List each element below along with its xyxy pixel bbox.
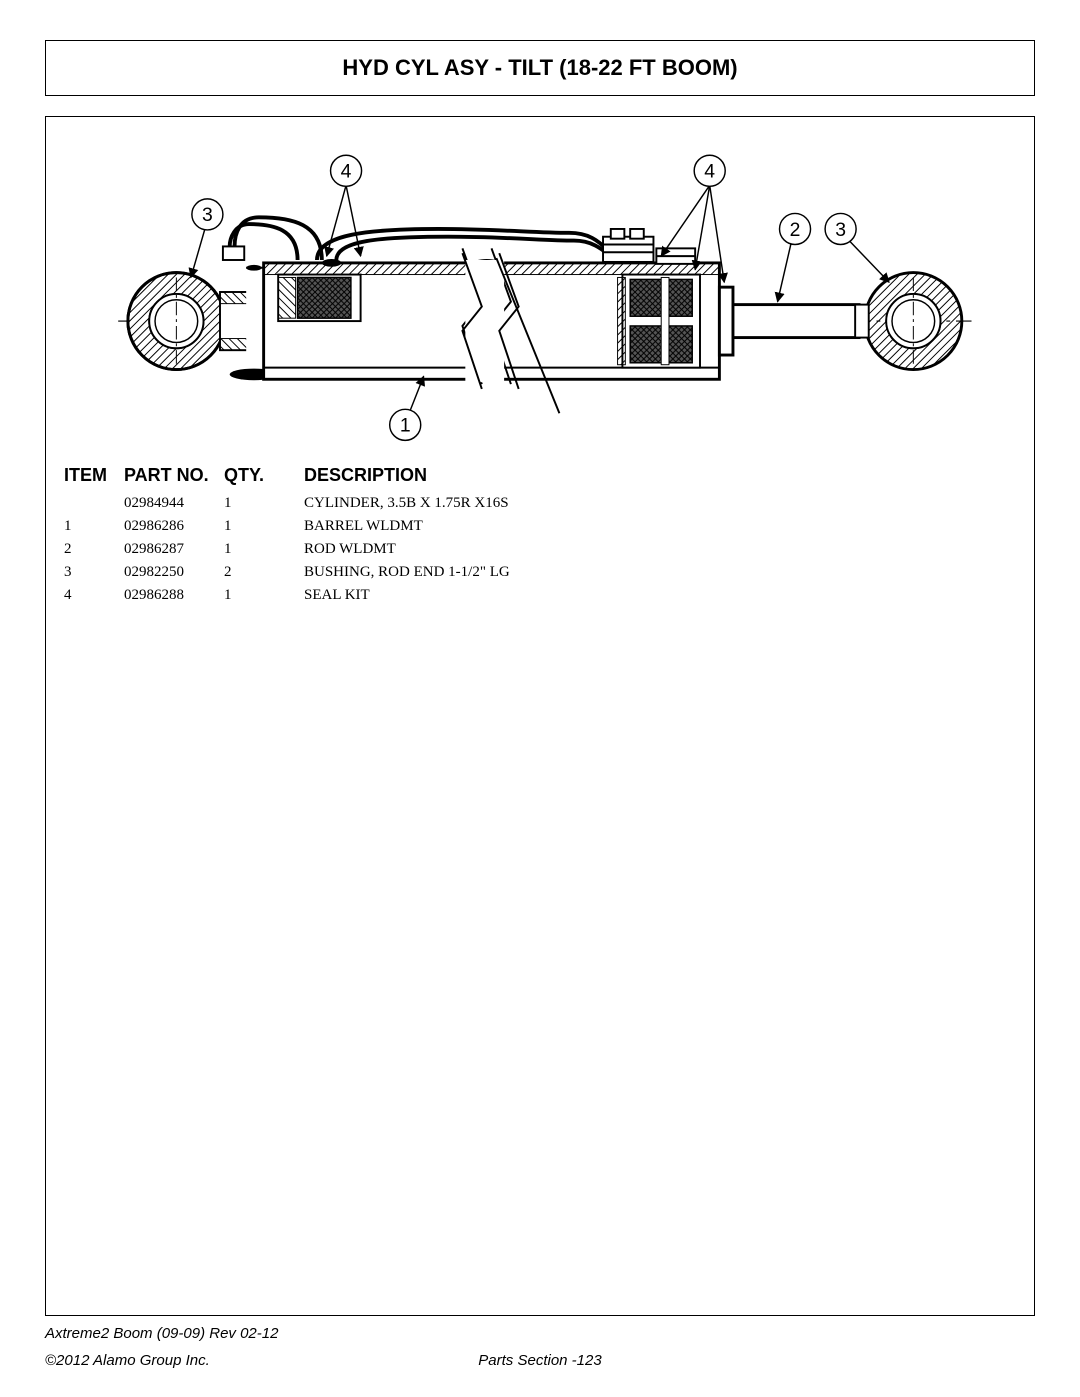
table-row: 3029822502BUSHING, ROD END 1-1/2" LG — [64, 561, 1016, 584]
footer-section: Parts Section -123 — [0, 1352, 1080, 1369]
cell-desc: BARREL WLDMT — [304, 515, 1016, 538]
header-item: ITEM — [64, 465, 124, 492]
callout-label: 1 — [400, 415, 411, 437]
callout-label: 4 — [341, 161, 352, 183]
cell-desc: SEAL KIT — [304, 584, 1016, 607]
table-row: 029849441CYLINDER, 3.5B X 1.75R X16S — [64, 492, 1016, 515]
page-title: HYD CYL ASY - TILT (18-22 FT BOOM) — [46, 55, 1034, 81]
cell-part: 02982250 — [124, 561, 224, 584]
table-row: 4029862881SEAL KIT — [64, 584, 1016, 607]
callout-3-right: 3 — [825, 213, 889, 282]
cell-item: 2 — [64, 538, 124, 561]
table-header-row: ITEM PART NO. QTY. DESCRIPTION — [64, 465, 1016, 492]
callout-1: 1 — [390, 376, 424, 440]
cell-item: 4 — [64, 584, 124, 607]
callout-label: 3 — [835, 219, 846, 241]
cell-desc: BUSHING, ROD END 1-1/2" LG — [304, 561, 1016, 584]
cell-qty: 2 — [224, 561, 304, 584]
title-box: HYD CYL ASY - TILT (18-22 FT BOOM) — [45, 40, 1035, 96]
cell-qty: 1 — [224, 492, 304, 515]
parts-table: ITEM PART NO. QTY. DESCRIPTION 029849441… — [64, 465, 1016, 607]
page: HYD CYL ASY - TILT (18-22 FT BOOM) — [0, 0, 1080, 1397]
right-rod-eye — [855, 273, 962, 370]
cell-qty: 1 — [224, 584, 304, 607]
cell-part: 02986288 — [124, 584, 224, 607]
cell-item: 1 — [64, 515, 124, 538]
cell-item: 3 — [64, 561, 124, 584]
header-part: PART NO. — [124, 465, 224, 492]
header-desc: DESCRIPTION — [304, 465, 1016, 492]
footer-revision: Axtreme2 Boom (09-09) Rev 02-12 — [45, 1325, 278, 1342]
table-row: 1029862861BARREL WLDMT — [64, 515, 1016, 538]
callout-label: 2 — [790, 219, 801, 241]
left-rod-eye — [128, 273, 225, 370]
cell-qty: 1 — [224, 515, 304, 538]
cell-part: 02984944 — [124, 492, 224, 515]
cell-desc: CYLINDER, 3.5B X 1.75R X16S — [304, 492, 1016, 515]
cylinder-diagram: 3 4 4 2 — [64, 132, 1016, 452]
callout-3-left: 3 — [191, 199, 223, 278]
header-qty: QTY. — [224, 465, 304, 492]
cell-item — [64, 492, 124, 515]
callout-label: 4 — [704, 161, 715, 183]
cell-qty: 1 — [224, 538, 304, 561]
cell-desc: ROD WLDMT — [304, 538, 1016, 561]
cell-part: 02986286 — [124, 515, 224, 538]
callout-label: 3 — [202, 204, 213, 226]
cell-part: 02986287 — [124, 538, 224, 561]
content-box: 3 4 4 2 — [45, 116, 1035, 1316]
table-row: 2029862871ROD WLDMT — [64, 538, 1016, 561]
callout-2: 2 — [778, 213, 811, 301]
